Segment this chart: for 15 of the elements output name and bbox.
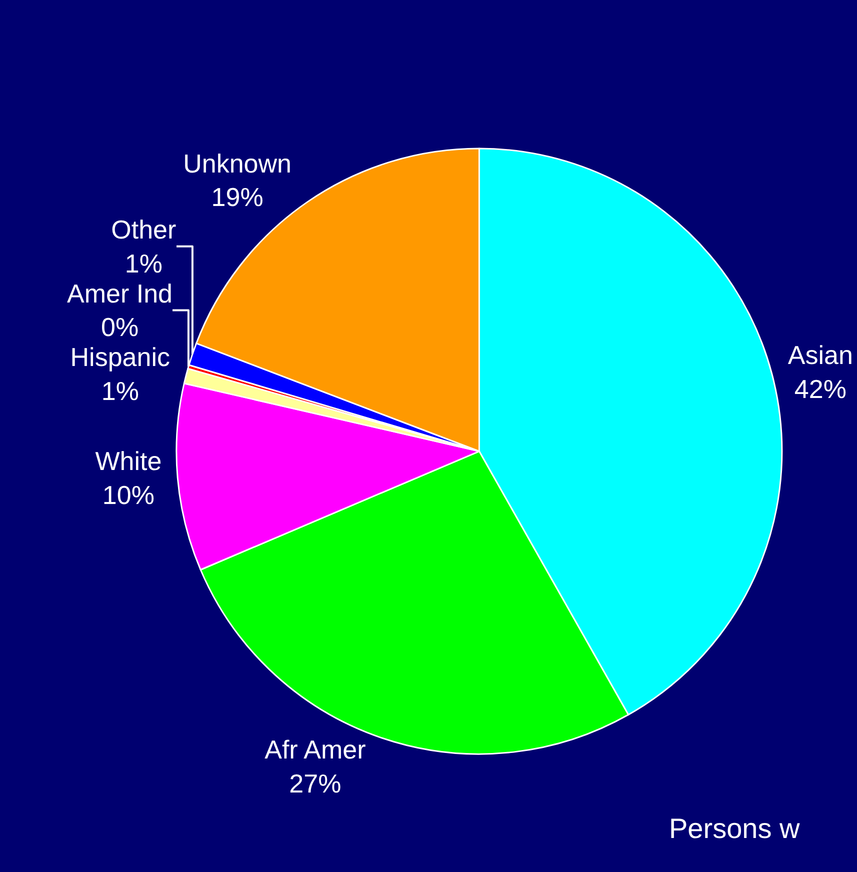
data-label: 19% [211,182,264,212]
data-label: 10% [102,480,154,510]
data-label: 0% [100,312,139,342]
text: Persons w [669,813,800,844]
data-label: 1% [101,376,139,406]
slice-label: Unknown [183,148,292,178]
slice-label: Other [111,214,177,244]
slice-label: Amer Ind [67,278,173,308]
slice-label: White [95,446,162,476]
data-label: 42% [794,374,846,404]
data-label: 1% [124,248,162,278]
slice-label: Asian [788,340,853,370]
slice-label: Hispanic [70,342,170,372]
data-label: 27% [289,768,342,799]
slice-label: Afr Amer [264,734,366,765]
